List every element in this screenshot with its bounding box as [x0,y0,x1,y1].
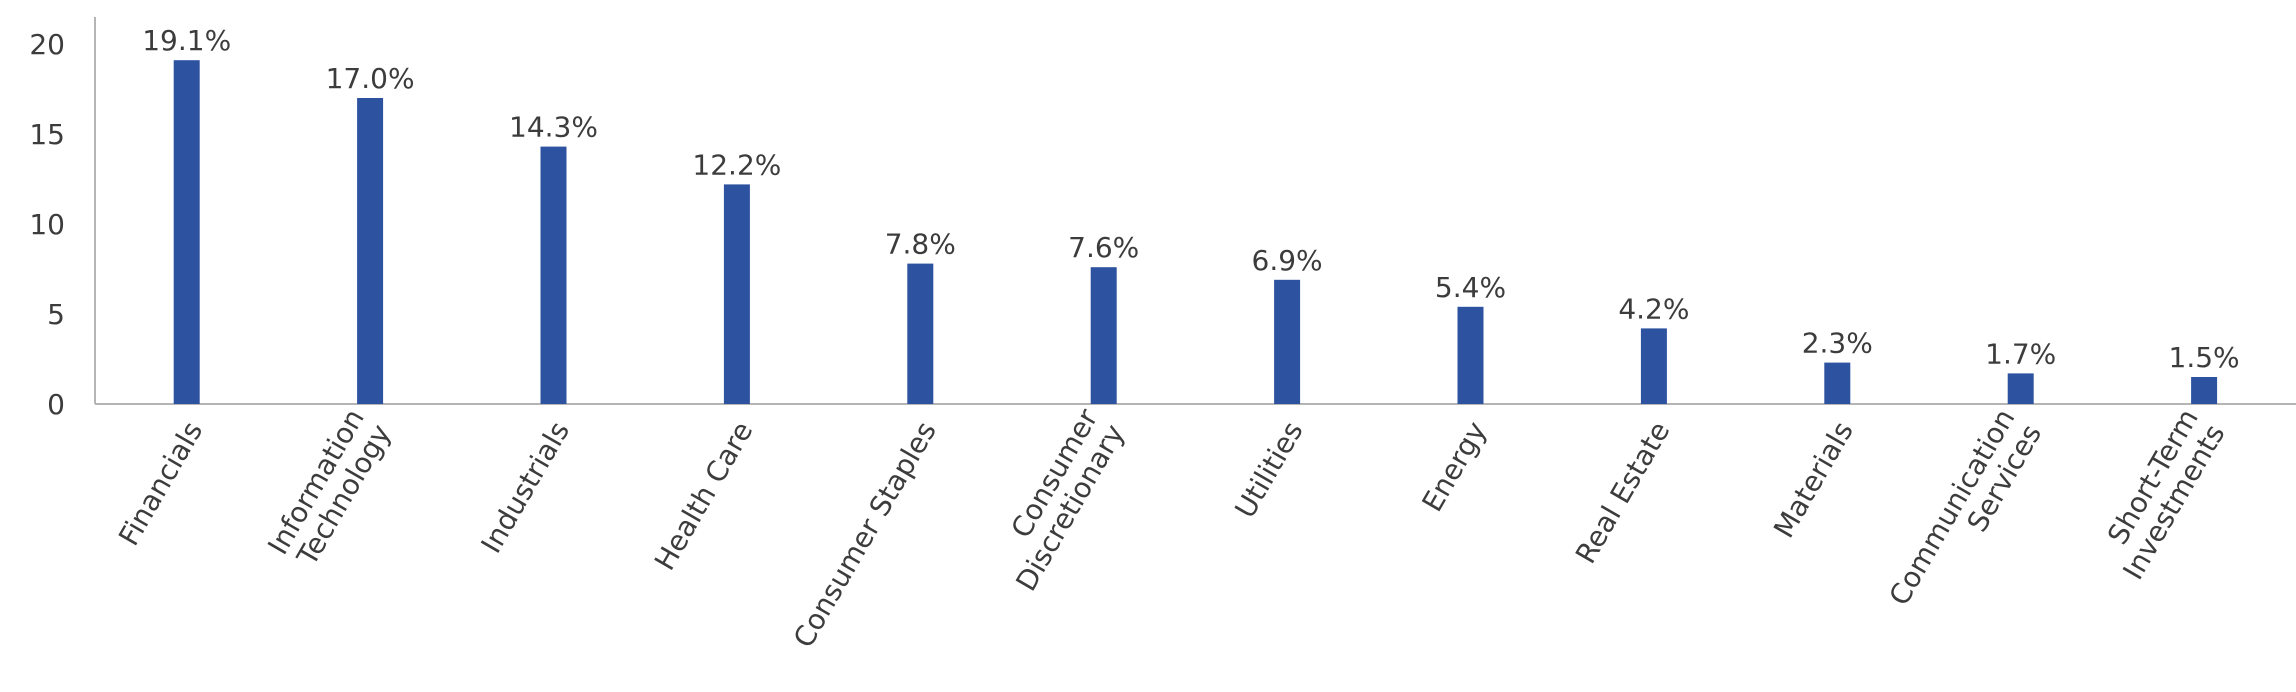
value-label: 6.9% [1252,244,1323,277]
bar [1274,279,1301,404]
value-label: 12.2% [692,148,781,181]
x-tick-label: Short-TermInvestments [2090,403,2232,585]
bar [1640,328,1667,404]
value-label: 7.8% [885,228,956,261]
value-label: 1.7% [1985,337,2056,370]
bar [1090,267,1117,404]
bar [1824,362,1851,404]
value-label: 1.5% [2169,341,2240,374]
bar [907,263,934,404]
y-tick-label: 20 [29,28,65,61]
value-label: 19.1% [142,24,231,57]
bar [2007,373,2034,404]
value-label: 14.3% [509,111,598,144]
x-tick-label: Materials [1767,416,1860,544]
x-tick-label: Utilities [1228,416,1309,524]
x-tick-label: CommunicationServices [1882,403,2048,626]
x-tick-label: Health Care [648,416,759,576]
bar [1457,306,1484,404]
y-tick-label: 5 [47,298,65,331]
value-label: 17.0% [326,62,415,95]
y-tick-label: 15 [29,118,65,151]
value-label: 7.6% [1068,231,1139,264]
value-label: 5.4% [1435,271,1506,304]
bar [357,98,384,404]
x-tick-label: InformationTechnology [261,403,397,575]
bar [540,146,567,404]
bar [723,184,750,404]
bar [2191,377,2218,404]
x-tick-label: Consumer Staples [787,416,943,653]
y-tick-label: 10 [29,208,65,241]
x-tick-label: Financials [112,416,209,551]
x-tick-label: ConsumerDiscretionary [983,403,1132,597]
value-label: 2.3% [1802,327,1873,360]
bar [173,60,200,404]
y-tick-label: 0 [47,388,65,421]
x-tick-label: Real Estate [1569,416,1677,569]
x-tick-label: Energy [1415,416,1493,517]
x-tick-label: Industrials [475,416,577,559]
value-label: 4.2% [1618,292,1689,325]
